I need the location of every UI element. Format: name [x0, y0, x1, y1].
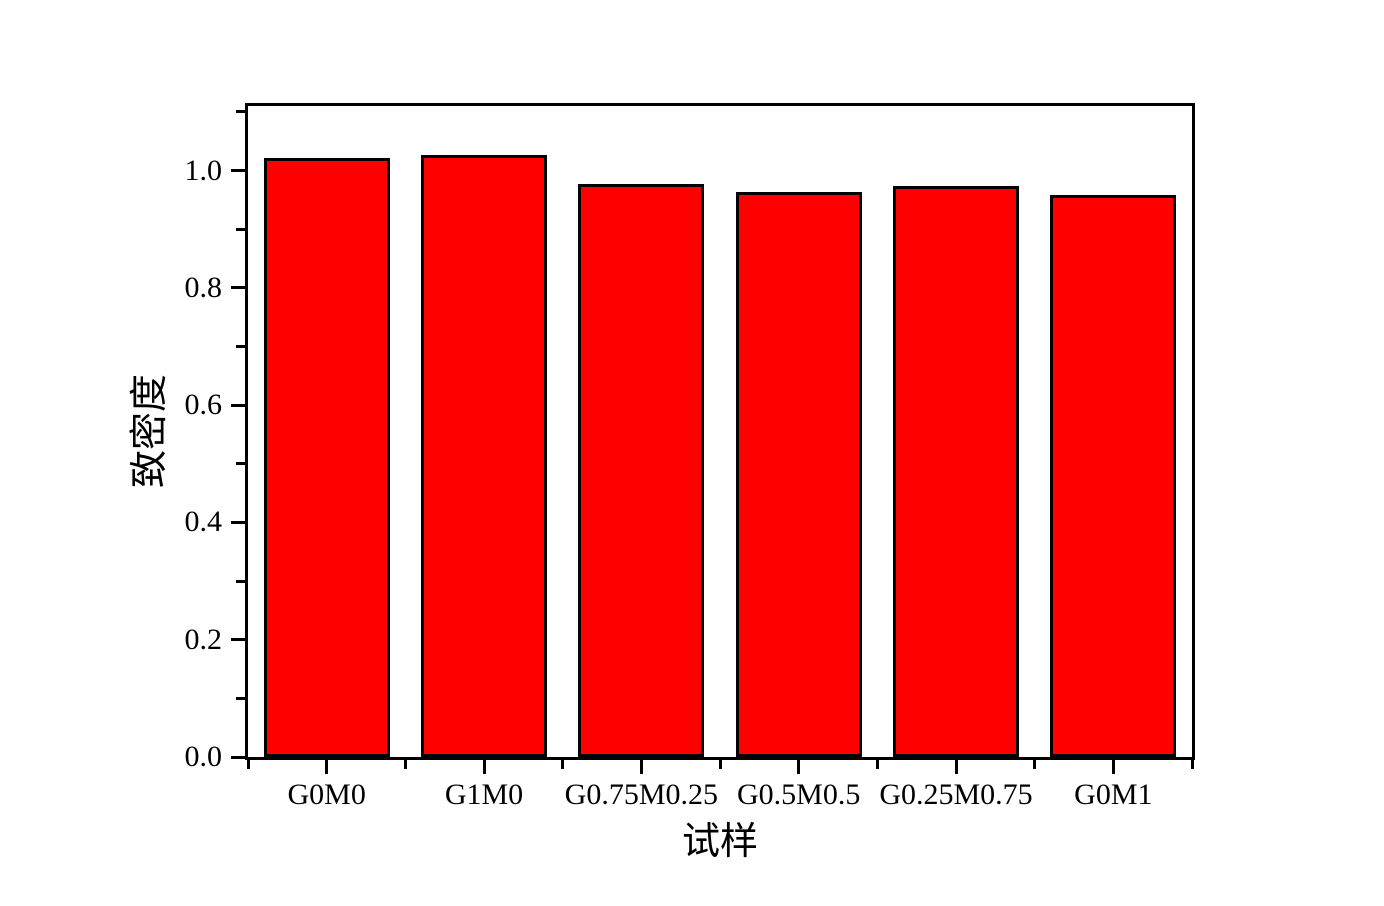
x-minor-tick [1190, 760, 1194, 769]
bar-G0M1 [1050, 195, 1177, 757]
x-tick-label: G0M0 [287, 778, 366, 811]
y-tick-label: 0.6 [184, 388, 223, 422]
y-minor-tick [236, 110, 245, 114]
bar-G0.25M0.75 [893, 186, 1019, 757]
x-major-tick [1111, 760, 1115, 774]
x-minor-tick [718, 760, 722, 769]
y-tick-label: 0.0 [184, 740, 223, 773]
y-minor-tick [236, 579, 245, 583]
plot-area [245, 103, 1195, 760]
x-tick-label: G0M1 [1074, 778, 1153, 811]
y-tick-label: 1.0 [184, 153, 223, 187]
bar-G1M0 [421, 155, 547, 757]
y-axis-title: 致密度 [129, 373, 171, 489]
x-major-tick [482, 760, 486, 774]
x-tick-label: G1M0 [444, 778, 524, 811]
y-minor-tick [236, 462, 245, 466]
y-major-tick [231, 403, 245, 407]
bar-G0M0 [263, 158, 390, 757]
x-tick-label: G0.5M0.5 [736, 778, 861, 811]
y-major-tick [231, 638, 245, 642]
y-tick-label: 0.8 [184, 270, 223, 304]
x-major-tick [325, 760, 329, 774]
x-minor-tick [1033, 760, 1037, 769]
bar-G0.5M0.5 [735, 192, 862, 757]
y-major-tick [231, 286, 245, 290]
x-tick-label: G0.25M0.75 [879, 778, 1033, 811]
x-tick-label: G0.75M0.25 [564, 778, 718, 811]
y-major-tick [231, 520, 245, 524]
x-major-tick [797, 760, 801, 774]
y-tick-label: 0.4 [184, 505, 223, 539]
x-minor-tick [246, 760, 250, 769]
x-axis-title: 试样 [681, 821, 759, 863]
x-minor-tick [561, 760, 565, 769]
x-minor-tick [875, 760, 879, 769]
y-minor-tick [236, 696, 245, 700]
bar-G0.75M0.25 [578, 184, 705, 757]
y-major-tick [231, 755, 245, 759]
y-minor-tick [236, 227, 245, 231]
y-minor-tick [236, 344, 245, 348]
x-major-tick [639, 760, 643, 774]
x-major-tick [954, 760, 958, 774]
y-tick-label: 0.2 [184, 622, 223, 656]
x-minor-tick [403, 760, 407, 769]
y-major-tick [231, 169, 245, 172]
